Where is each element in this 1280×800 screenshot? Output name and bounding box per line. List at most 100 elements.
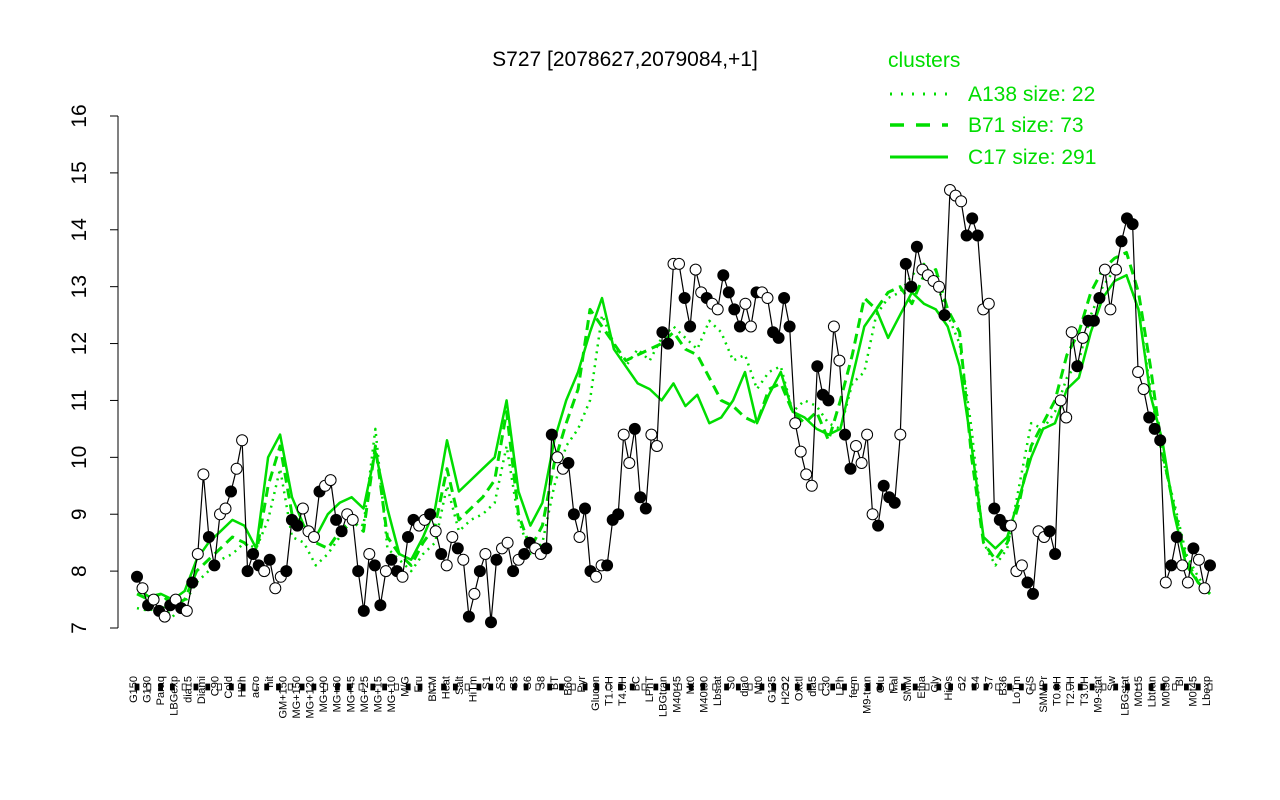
x-rug-marker bbox=[971, 683, 977, 691]
data-point bbox=[839, 428, 851, 441]
x-rug-marker bbox=[311, 683, 317, 691]
x-rug-marker bbox=[889, 683, 895, 691]
data-point bbox=[811, 360, 824, 373]
x-tick-label: LPhT bbox=[644, 676, 656, 703]
data-point bbox=[1087, 314, 1100, 327]
x-rug-marker bbox=[205, 683, 211, 691]
data-point bbox=[1060, 411, 1073, 424]
data-point bbox=[357, 604, 370, 617]
x-rug-marker bbox=[287, 683, 293, 691]
points-layer bbox=[131, 184, 1216, 629]
x-tick-label: Etha bbox=[916, 675, 928, 699]
x-tick-label: C30 bbox=[821, 676, 833, 696]
x-rug-marker bbox=[1125, 683, 1130, 691]
data-point bbox=[136, 582, 149, 595]
x-rug-marker bbox=[936, 683, 942, 691]
x-rug-marker bbox=[1030, 683, 1036, 691]
data-point bbox=[955, 195, 968, 208]
x-rug-marker bbox=[429, 683, 435, 691]
x-rug-marker bbox=[511, 683, 517, 691]
legend-title: clusters bbox=[888, 49, 960, 72]
plot-area bbox=[131, 184, 1216, 629]
data-point bbox=[258, 565, 271, 578]
data-point bbox=[684, 320, 697, 333]
x-rug-marker bbox=[382, 683, 388, 691]
data-point bbox=[197, 468, 210, 481]
data-point bbox=[1187, 542, 1200, 555]
data-point bbox=[645, 428, 658, 441]
x-rug-marker bbox=[1066, 683, 1071, 691]
data-point bbox=[1204, 559, 1216, 572]
data-point bbox=[324, 474, 337, 487]
x-rug-marker bbox=[653, 683, 659, 691]
x-tick-label: M40t45 bbox=[671, 676, 683, 713]
data-point bbox=[374, 599, 387, 612]
x-rug-marker bbox=[181, 683, 187, 691]
x-rug-marker bbox=[228, 683, 234, 691]
data-point bbox=[440, 559, 453, 572]
data-point bbox=[639, 502, 652, 515]
x-rug-marker bbox=[452, 683, 458, 691]
x-rug-marker bbox=[1054, 683, 1060, 691]
x-rug-marker bbox=[1172, 683, 1178, 691]
y-tick-label: 13 bbox=[68, 275, 91, 298]
data-point bbox=[501, 536, 514, 549]
data-point bbox=[551, 451, 564, 464]
data-point bbox=[617, 428, 630, 441]
series-layer bbox=[136, 251, 1212, 618]
x-rug-marker bbox=[747, 683, 753, 691]
data-point bbox=[567, 508, 580, 521]
data-point bbox=[778, 292, 791, 304]
x-rug-marker bbox=[948, 683, 953, 691]
x-rug-marker bbox=[676, 683, 682, 691]
data-point bbox=[1104, 303, 1117, 316]
x-rug-marker bbox=[818, 683, 824, 691]
x-rug-marker bbox=[405, 683, 411, 691]
data-point bbox=[783, 320, 796, 333]
x-rug-marker bbox=[665, 683, 671, 691]
data-point bbox=[435, 548, 448, 560]
x-rug-marker bbox=[901, 683, 906, 691]
data-point bbox=[899, 257, 912, 270]
x-rug-marker bbox=[582, 683, 588, 691]
x-tick-label: nit bbox=[264, 676, 276, 688]
x-rug-marker bbox=[877, 683, 883, 691]
x-rug-marker bbox=[771, 683, 777, 691]
x-tick-label: MG+90 bbox=[318, 676, 330, 712]
x-rug-marker bbox=[1018, 683, 1024, 691]
x-rug-marker bbox=[842, 683, 847, 691]
series-line-c17 bbox=[136, 274, 1211, 601]
data-point bbox=[982, 297, 995, 310]
y-axis: 7 8 9 10 11 12 13 14 15 16 bbox=[68, 104, 119, 634]
data-point bbox=[772, 331, 785, 344]
data-point bbox=[733, 320, 746, 333]
data-point bbox=[330, 513, 343, 526]
x-rug-marker bbox=[912, 683, 918, 691]
data-point bbox=[468, 587, 481, 600]
data-point bbox=[1093, 292, 1106, 304]
data-point bbox=[147, 593, 160, 606]
data-point bbox=[230, 462, 243, 475]
data-point bbox=[1054, 394, 1067, 407]
data-point bbox=[612, 508, 625, 521]
data-point bbox=[1176, 559, 1189, 572]
x-tick-label: M/G bbox=[400, 676, 412, 697]
series-line-a138 bbox=[136, 262, 1212, 618]
data-point bbox=[1076, 331, 1089, 344]
x-tick-label: T1.0H bbox=[603, 676, 615, 706]
x-tick-label: G150 bbox=[128, 676, 140, 703]
data-point bbox=[866, 508, 879, 521]
data-point bbox=[507, 565, 520, 578]
x-rug-marker bbox=[641, 683, 647, 691]
x-tick-label: M0t90 bbox=[1160, 676, 1172, 707]
x-rug-marker bbox=[488, 683, 494, 691]
x-tick-label: MG+10 bbox=[386, 676, 398, 712]
x-rug-marker bbox=[464, 683, 470, 691]
legend-label: A138 size: 22 bbox=[968, 83, 1095, 106]
data-point bbox=[1065, 326, 1078, 339]
data-point bbox=[241, 565, 254, 578]
x-rug-marker bbox=[146, 683, 152, 691]
data-point bbox=[1181, 576, 1194, 589]
data-point bbox=[479, 548, 492, 560]
x-tick-label: C90 bbox=[209, 676, 221, 696]
